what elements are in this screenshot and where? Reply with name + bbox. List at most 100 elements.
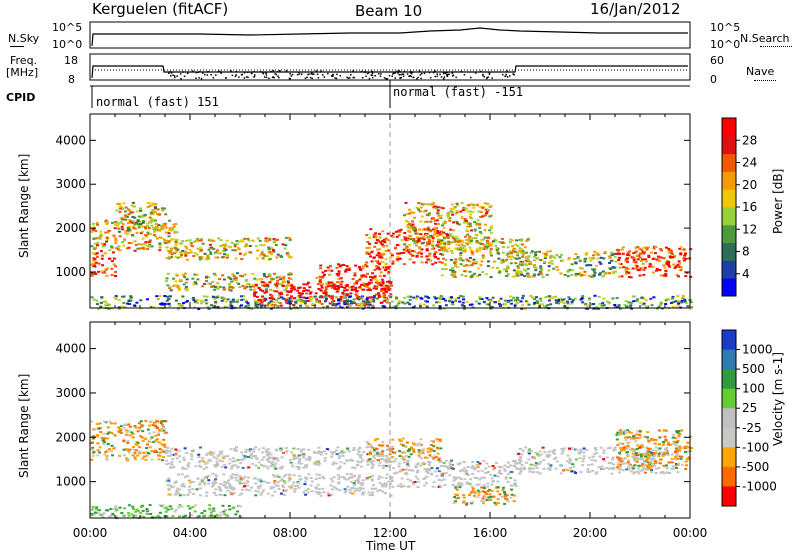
- echo-cell: [271, 304, 274, 307]
- echo-cell: [186, 465, 190, 468]
- echo-cell: [108, 448, 111, 451]
- freq-dot: [168, 72, 170, 75]
- echo-cell: [607, 461, 611, 464]
- echo-cell: [497, 252, 501, 255]
- echo-cell: [547, 261, 551, 264]
- echo-cell: [610, 472, 614, 475]
- echo-cell: [555, 301, 558, 304]
- echo-cell: [99, 230, 103, 233]
- echo-cell: [501, 488, 505, 491]
- echo-cell: [455, 211, 459, 214]
- freq-dot: [502, 73, 504, 76]
- echo-cell: [103, 252, 107, 255]
- echo-cell: [451, 484, 455, 486]
- echo-cell: [282, 275, 286, 278]
- echo-cell: [422, 238, 426, 241]
- echo-cell: [237, 282, 241, 285]
- freq-dot: [353, 76, 355, 79]
- echo-cell: [203, 252, 207, 255]
- echo-cell: [215, 457, 219, 460]
- echo-cell: [254, 245, 258, 248]
- freq-dot: [311, 77, 313, 80]
- echo-cell: [411, 254, 415, 257]
- echo-cell: [382, 245, 386, 248]
- echo-cell: [246, 484, 250, 487]
- freq-dot: [240, 73, 243, 76]
- freq-dot: [416, 77, 418, 80]
- echo-cell: [266, 492, 270, 495]
- echo-cell: [385, 301, 389, 304]
- echo-cell: [273, 290, 276, 293]
- echo-cell: [562, 298, 566, 301]
- echo-cell: [499, 466, 503, 469]
- echo-cell: [146, 443, 149, 446]
- echo-cell: [289, 307, 293, 310]
- echo-cell: [100, 242, 104, 245]
- echo-cell: [578, 451, 582, 454]
- echo-cell: [183, 485, 187, 488]
- echo-cell: [430, 243, 434, 246]
- echo-cell: [672, 263, 676, 266]
- echo-cell: [438, 216, 442, 219]
- echo-cell: [580, 274, 584, 277]
- echo-cell: [261, 289, 265, 292]
- echo-cell: [176, 256, 180, 259]
- echo-cell: [503, 299, 507, 302]
- echo-cell: [403, 214, 407, 217]
- echo-cell: [447, 240, 451, 243]
- echo-cell: [144, 420, 148, 422]
- echo-cell: [624, 259, 628, 262]
- echo-cell: [638, 252, 642, 255]
- echo-cell: [298, 300, 302, 303]
- echo-cell: [487, 298, 491, 301]
- echo-cell: [254, 446, 257, 449]
- echo-cell: [168, 462, 171, 465]
- echo-cell: [516, 251, 520, 254]
- echo-cell: [677, 447, 680, 450]
- echo-cell: [156, 237, 159, 240]
- echo-cell: [237, 480, 241, 483]
- echo-cell: [162, 450, 166, 453]
- freq-dot: [276, 70, 279, 73]
- echo-cell: [464, 235, 467, 238]
- echo-cell: [282, 475, 286, 478]
- echo-cell: [96, 244, 99, 247]
- echo-cell: [235, 473, 239, 476]
- echo-cell: [327, 282, 331, 285]
- echo-cell: [431, 485, 435, 488]
- echo-cell: [470, 485, 474, 488]
- echo-cell: [519, 467, 523, 470]
- echo-cell: [536, 453, 540, 456]
- echo-cell: [215, 514, 219, 516]
- echo-cell: [284, 285, 287, 287]
- echo-cell: [464, 471, 468, 474]
- echo-cell: [96, 422, 100, 425]
- echo-cell: [491, 296, 495, 299]
- echo-cell: [640, 458, 644, 461]
- echo-cell: [431, 244, 435, 247]
- echo-cell: [211, 296, 215, 298]
- echo-cell: [678, 433, 682, 435]
- echo-cell: [503, 259, 507, 262]
- echo-cell: [375, 239, 379, 241]
- echo-cell: [103, 420, 106, 423]
- echo-cell: [99, 233, 103, 236]
- echo-cell: [167, 455, 171, 458]
- echo-cell: [235, 240, 239, 242]
- echo-cell: [271, 474, 275, 476]
- echo-cell: [260, 250, 264, 253]
- echo-cell: [290, 462, 294, 465]
- echo-cell: [219, 514, 222, 517]
- echo-cell: [156, 208, 160, 211]
- echo-cell: [428, 468, 432, 471]
- echo-cell: [181, 467, 185, 470]
- echo-cell: [332, 476, 336, 479]
- echo-cell: [632, 258, 636, 261]
- echo-cell: [168, 251, 172, 254]
- echo-cell: [517, 267, 520, 270]
- echo-cell: [479, 247, 483, 250]
- echo-cell: [635, 430, 639, 433]
- echo-cell: [383, 492, 387, 495]
- echo-cell: [451, 269, 455, 272]
- echo-cell: [505, 269, 508, 272]
